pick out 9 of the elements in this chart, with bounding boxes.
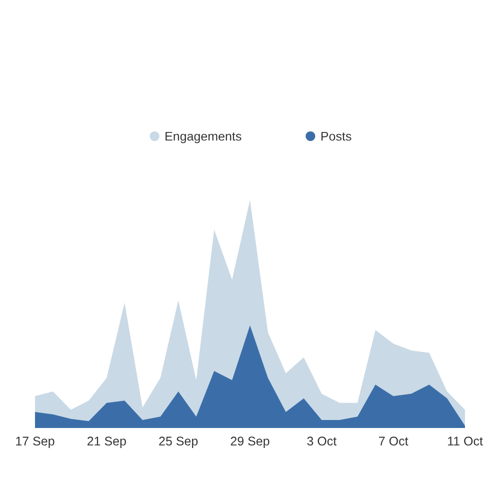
x-tick-label: 17 Sep [16, 436, 54, 448]
x-tick-label: 11 Oct [448, 436, 483, 446]
x-tick-label: 29 Sep [230, 436, 270, 448]
x-tick-label: 3 Oct [307, 436, 337, 446]
x-tick-label: 25 Sep [159, 436, 198, 448]
legend-label: Engagements [166, 132, 242, 144]
x-tick-label: 21 Sep [87, 436, 126, 448]
x-tick-label: 7 Oct [379, 436, 408, 446]
legend-label: Posts [321, 132, 352, 141]
